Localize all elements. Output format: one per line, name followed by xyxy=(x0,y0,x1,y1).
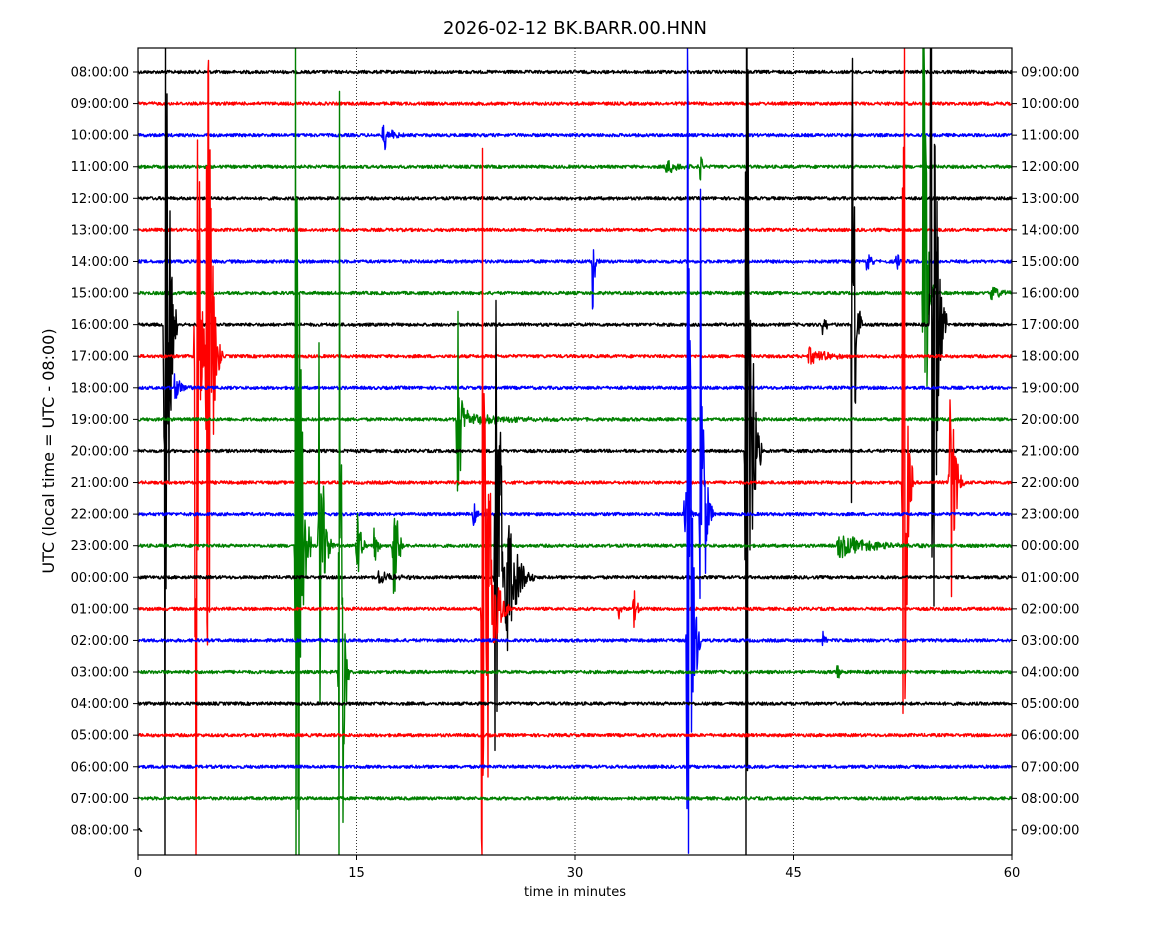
trace-line xyxy=(138,147,1012,855)
y-tick-label-right: 02:00:00 xyxy=(1021,602,1079,617)
x-tick-label: 45 xyxy=(785,866,802,881)
y-tick-label-left: 05:00:00 xyxy=(71,729,129,744)
y-tick-label-left: 12:00:00 xyxy=(71,192,129,207)
trace-line xyxy=(138,48,1012,855)
chart-title: 2026-02-12 BK.BARR.00.HNN xyxy=(443,18,707,39)
y-tick-label-right: 16:00:00 xyxy=(1021,287,1079,302)
y-tick-label-left: 02:00:00 xyxy=(71,634,129,649)
y-tick-label-left: 13:00:00 xyxy=(71,223,129,238)
y-tick-label-right: 17:00:00 xyxy=(1021,318,1079,333)
y-tick-label-left: 20:00:00 xyxy=(71,444,129,459)
y-axis-right: 09:00:00 10:00:00 11:00:00 12:00:00 13:00:00… xyxy=(1012,66,1079,838)
grid-lines xyxy=(356,48,794,855)
trace-line xyxy=(138,101,1012,106)
y-tick-label-right: 09:00:00 xyxy=(1021,823,1079,838)
trace-line xyxy=(138,188,1012,600)
y-tick-label-left: 08:00:00 xyxy=(71,823,129,838)
traces xyxy=(138,48,1012,855)
y-tick-label-left: 14:00:00 xyxy=(71,255,129,270)
y-tick-label-right: 13:00:00 xyxy=(1021,192,1079,207)
y-tick-label-right: 10:00:00 xyxy=(1021,97,1079,112)
trace-line xyxy=(138,195,1012,201)
y-tick-label-left: 00:00:00 xyxy=(71,571,129,586)
y-tick-label-left: 17:00:00 xyxy=(71,350,129,365)
y-tick-label-left: 01:00:00 xyxy=(71,602,129,617)
trace-line xyxy=(138,48,1012,387)
y-tick-label-left: 10:00:00 xyxy=(71,129,129,144)
y-tick-label-left: 09:00:00 xyxy=(71,97,129,112)
y-tick-label-right: 04:00:00 xyxy=(1021,666,1079,681)
y-tick-label-left: 08:00:00 xyxy=(71,66,129,81)
trace-line xyxy=(138,701,1012,706)
trace-line xyxy=(138,69,1012,75)
x-axis-label: time in minutes xyxy=(524,885,626,900)
trace-line xyxy=(138,48,1012,855)
y-tick-label-left: 19:00:00 xyxy=(71,413,129,428)
y-tick-label-left: 03:00:00 xyxy=(71,666,129,681)
y-tick-label-right: 20:00:00 xyxy=(1021,413,1079,428)
y-tick-label-left: 21:00:00 xyxy=(71,476,129,491)
y-tick-label-left: 23:00:00 xyxy=(71,539,129,554)
y-tick-label-left: 22:00:00 xyxy=(71,508,129,523)
x-axis: 0 15 30 45 60 xyxy=(134,855,1020,881)
trace-line xyxy=(138,764,1012,770)
y-tick-label-left: 11:00:00 xyxy=(71,160,129,175)
y-tick-label-right: 03:00:00 xyxy=(1021,634,1079,649)
trace-line xyxy=(138,373,1012,400)
x-tick-label: 0 xyxy=(134,866,142,881)
y-tick-label-left: 04:00:00 xyxy=(71,697,129,712)
y-tick-label-right: 07:00:00 xyxy=(1021,760,1079,775)
trace-line xyxy=(138,796,1012,801)
y-tick-label-right: 01:00:00 xyxy=(1021,571,1079,586)
y-tick-label-right: 05:00:00 xyxy=(1021,697,1079,712)
y-tick-label-right: 00:00:00 xyxy=(1021,539,1079,554)
trace-line xyxy=(138,59,1012,855)
y-tick-label-left: 16:00:00 xyxy=(71,318,129,333)
trace-line xyxy=(138,827,143,832)
x-tick-label: 30 xyxy=(567,866,584,881)
y-tick-label-right: 09:00:00 xyxy=(1021,66,1079,81)
trace-line xyxy=(138,48,1012,715)
y-tick-label-right: 12:00:00 xyxy=(1021,160,1079,175)
trace-line xyxy=(138,156,1012,181)
y-tick-label-left: 06:00:00 xyxy=(71,760,129,775)
trace-line xyxy=(138,732,1012,738)
y-tick-label-right: 18:00:00 xyxy=(1021,350,1079,365)
trace-line xyxy=(138,48,1012,854)
x-tick-label: 15 xyxy=(348,866,365,881)
trace-line xyxy=(138,124,1012,151)
y-tick-label-left: 18:00:00 xyxy=(71,381,129,396)
y-tick-label-right: 08:00:00 xyxy=(1021,792,1079,807)
y-tick-label-left: 07:00:00 xyxy=(71,792,129,807)
y-tick-label-right: 11:00:00 xyxy=(1021,129,1079,144)
y-tick-label-right: 22:00:00 xyxy=(1021,476,1079,491)
y-tick-label-right: 21:00:00 xyxy=(1021,444,1079,459)
x-tick-label: 60 xyxy=(1004,866,1021,881)
trace-line xyxy=(138,48,1012,855)
trace-line xyxy=(138,90,1012,855)
trace-line xyxy=(138,299,1012,752)
y-axis-left: 08:00:00 09:00:00 10:00:00 11:00:00 12:00:00… xyxy=(71,66,138,838)
y-tick-label-right: 19:00:00 xyxy=(1021,381,1079,396)
trace-line xyxy=(138,227,1012,233)
y-tick-label-right: 15:00:00 xyxy=(1021,255,1079,270)
y-tick-label-left: 15:00:00 xyxy=(71,287,129,302)
trace-line xyxy=(138,310,1012,492)
y-tick-label-right: 14:00:00 xyxy=(1021,223,1079,238)
trace-line xyxy=(138,249,1012,310)
y-tick-label-right: 06:00:00 xyxy=(1021,729,1079,744)
y-tick-label-right: 23:00:00 xyxy=(1021,508,1079,523)
y-axis-label: UTC (local time = UTC - 08:00) xyxy=(39,328,58,573)
